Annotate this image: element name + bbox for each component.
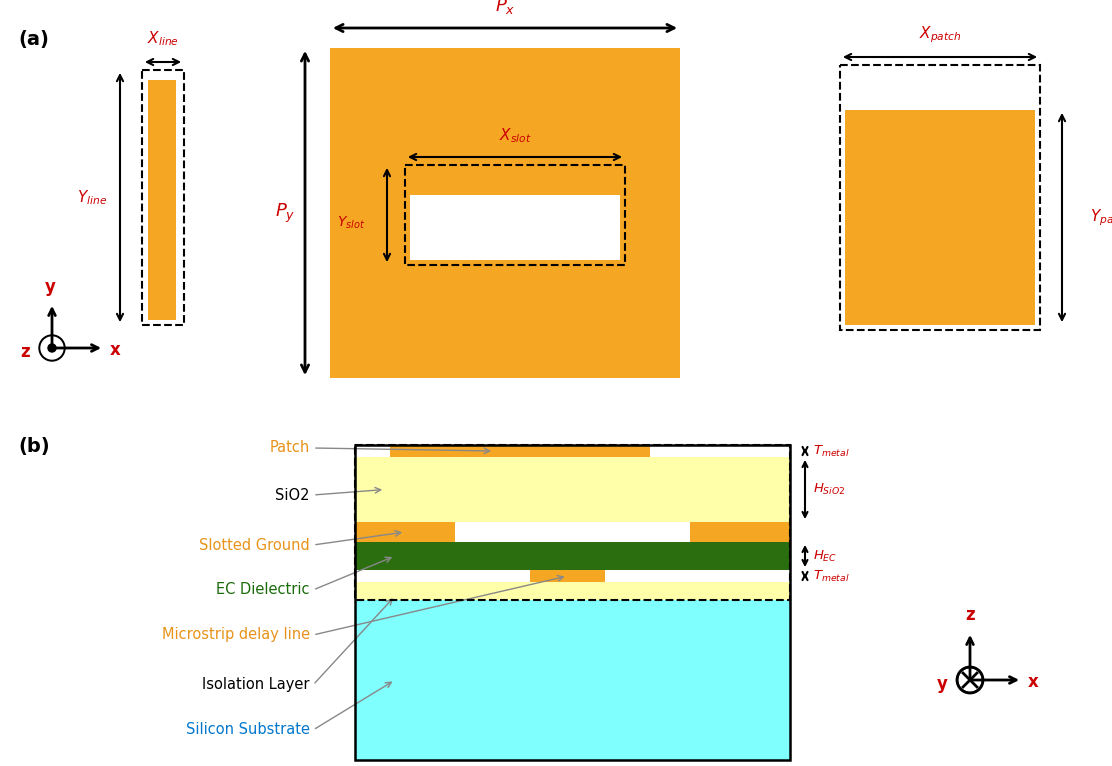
Circle shape (41, 337, 63, 359)
Text: (b): (b) (18, 437, 50, 456)
Bar (355, 445, 790, 760)
Text: $H_{SiO2}$: $H_{SiO2}$ (813, 482, 845, 497)
Circle shape (959, 669, 981, 691)
Text: $P_x$: $P_x$ (495, 0, 515, 16)
Text: SiO2: SiO2 (276, 487, 310, 502)
Text: x: x (1027, 673, 1039, 691)
Text: y: y (937, 675, 949, 693)
Bar (142, 70, 183, 325)
Bar (845, 110, 1035, 325)
Text: Isolation Layer: Isolation Layer (202, 677, 310, 692)
Bar (840, 65, 1040, 330)
Text: Microstrip delay line: Microstrip delay line (162, 627, 310, 643)
Text: $X_{line}$: $X_{line}$ (147, 29, 179, 48)
Bar (405, 165, 625, 265)
Bar (530, 570, 605, 582)
Text: x: x (110, 341, 121, 359)
Bar (355, 457, 790, 522)
Text: $T_{metal}$: $T_{metal}$ (813, 568, 850, 584)
Text: $X_{slot}$: $X_{slot}$ (498, 126, 532, 145)
Bar (390, 445, 651, 457)
Bar (355, 600, 790, 760)
Bar (355, 522, 455, 542)
Bar (691, 522, 790, 542)
Text: $Y_{line}$: $Y_{line}$ (77, 188, 107, 207)
Text: $Y_{patch}$: $Y_{patch}$ (1090, 207, 1112, 228)
Text: Patch: Patch (270, 440, 310, 456)
Text: y: y (44, 278, 56, 296)
Bar (355, 445, 790, 600)
Bar (355, 582, 790, 600)
Bar (410, 195, 620, 260)
Text: Silicon Substrate: Silicon Substrate (186, 722, 310, 738)
Circle shape (957, 667, 983, 693)
Text: EC Dielectric: EC Dielectric (217, 582, 310, 597)
Text: z: z (965, 606, 975, 624)
Circle shape (48, 344, 56, 352)
Bar (330, 48, 681, 378)
Text: (a): (a) (18, 30, 49, 49)
Bar (355, 542, 790, 570)
Text: $H_{EC}$: $H_{EC}$ (813, 548, 837, 564)
Bar (148, 80, 176, 320)
Text: $T_{metal}$: $T_{metal}$ (813, 444, 850, 459)
Circle shape (39, 335, 64, 361)
Text: z: z (20, 343, 30, 361)
Text: Slotted Ground: Slotted Ground (199, 538, 310, 552)
Text: $X_{patch}$: $X_{patch}$ (919, 25, 961, 45)
Text: $P_y$: $P_y$ (275, 201, 295, 224)
Text: $Y_{slot}$: $Y_{slot}$ (337, 214, 365, 231)
